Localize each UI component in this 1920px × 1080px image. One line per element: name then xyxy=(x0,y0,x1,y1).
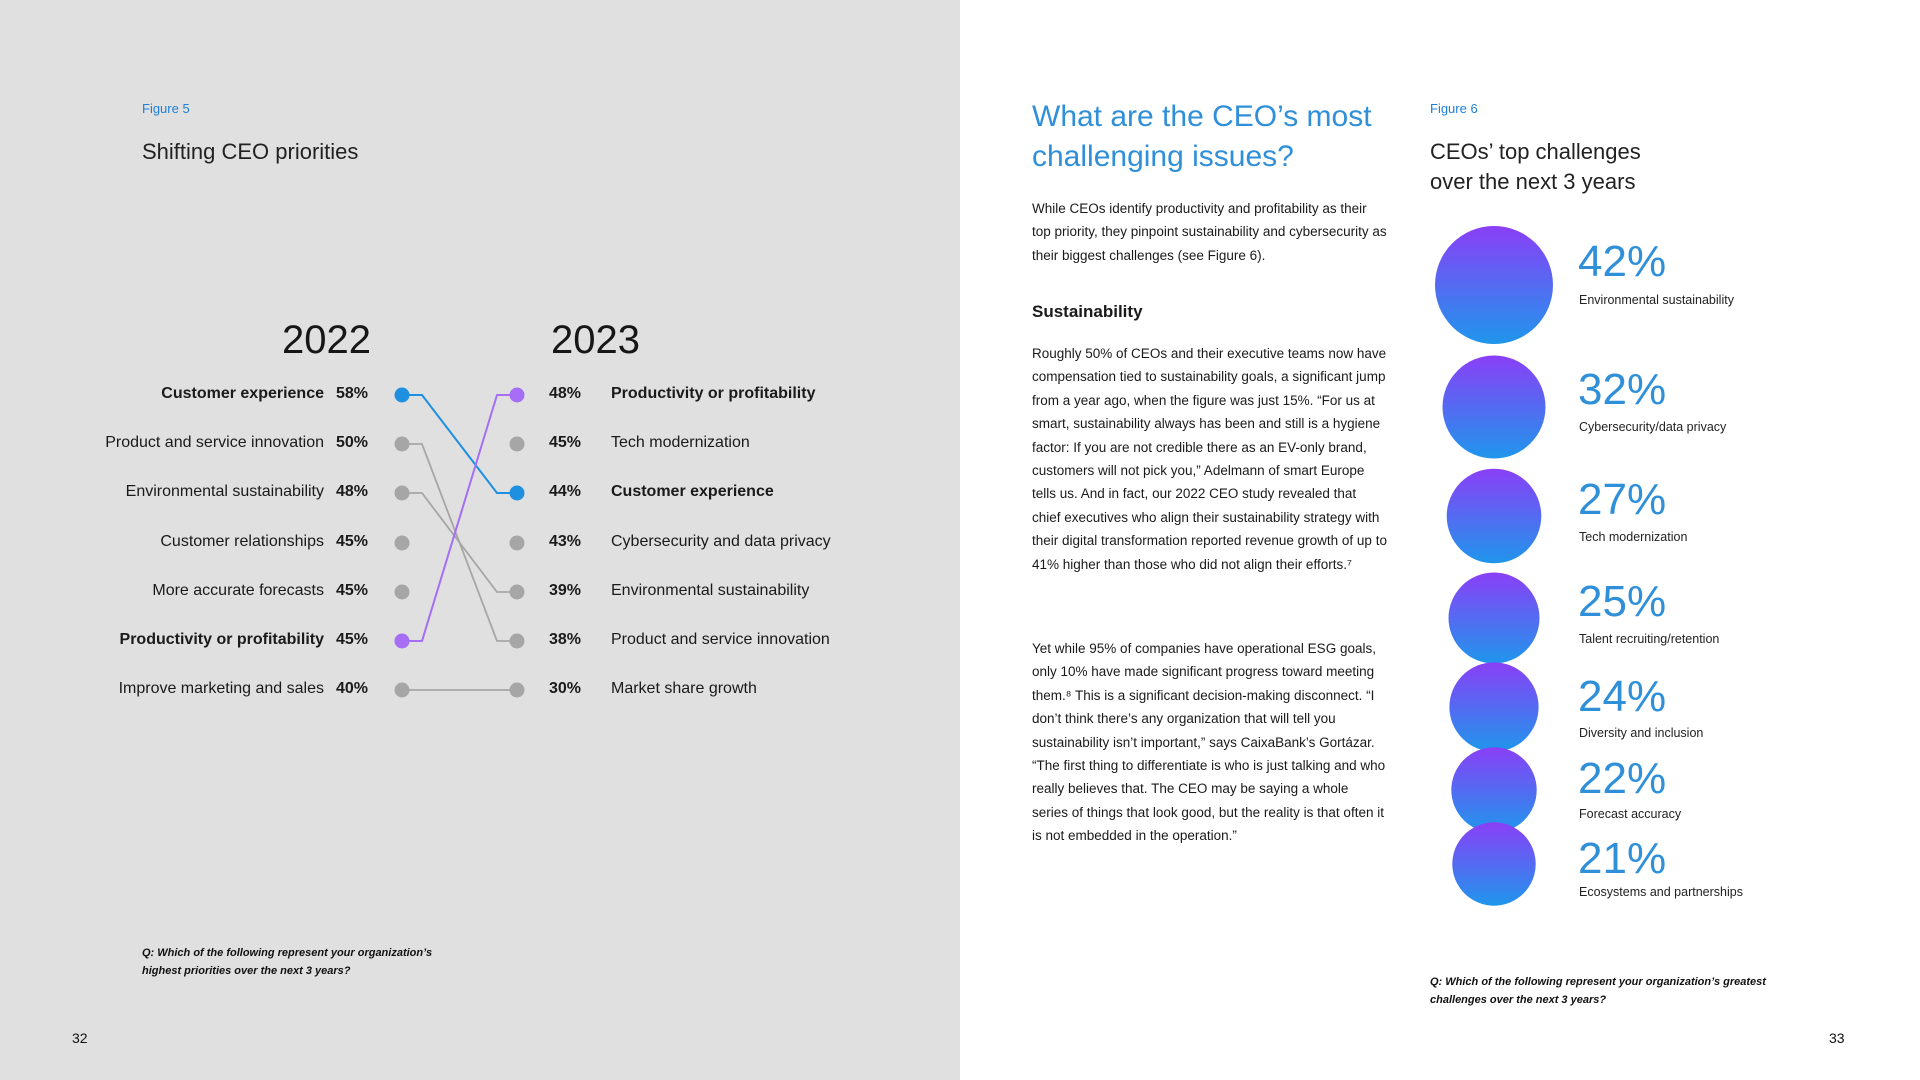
figure-6-label: Figure 6 xyxy=(1430,101,1478,116)
section-heading: What are the CEO’s most challenging issu… xyxy=(1032,100,1372,173)
left-dot-5 xyxy=(394,633,410,649)
figure-6-footnote: Q: Which of the following represent your… xyxy=(1430,976,1766,1006)
right-label-4: Environmental sustainability xyxy=(611,582,810,599)
right-dot-3 xyxy=(509,535,525,551)
challenge-label-5: Forecast accuracy xyxy=(1579,807,1682,821)
right-value-3: 43% xyxy=(549,533,582,550)
left-label-4: More accurate forecasts xyxy=(152,582,324,599)
challenge-value-3: 25% xyxy=(1578,577,1667,626)
left-page: Figure 5 Shifting CEO priorities 2022 20… xyxy=(0,0,960,1080)
right-dot-4 xyxy=(509,584,525,600)
sustainability-paragraph-2: Yet while 95% of companies have operatio… xyxy=(1032,641,1386,844)
right-label-6: Market share growth xyxy=(611,680,757,697)
figure-5-title: Shifting CEO priorities xyxy=(142,139,359,164)
right-label-0: Productivity or profitability xyxy=(611,385,816,402)
right-value-1: 45% xyxy=(549,434,582,451)
left-dot-4 xyxy=(394,584,410,600)
left-dot-2 xyxy=(394,485,410,501)
right-dot-2 xyxy=(509,485,525,501)
page-number-left: 32 xyxy=(72,1030,88,1046)
left-label-1: Product and service innovation xyxy=(105,434,324,451)
slope-left-labels: Customer experience Product and service i… xyxy=(40,0,324,1080)
left-label-5: Productivity or profitability xyxy=(119,631,324,648)
right-value-6: 30% xyxy=(549,680,582,697)
figure-6-title-line-1: CEOs’ top challenges xyxy=(1430,139,1641,164)
challenge-label-6: Ecosystems and partnerships xyxy=(1579,885,1743,899)
right-label-3: Cybersecurity and data privacy xyxy=(611,533,831,550)
challenge-label-1: Cybersecurity/data privacy xyxy=(1579,420,1727,434)
challenge-value-4: 24% xyxy=(1578,672,1667,721)
left-value-2: 48% xyxy=(336,483,369,500)
year-2022: 2022 xyxy=(282,318,371,362)
right-label-5: Product and service innovation xyxy=(611,631,830,648)
left-value-0: 58% xyxy=(336,385,369,402)
right-value-2: 44% xyxy=(549,483,582,500)
left-dot-6 xyxy=(394,682,410,698)
left-value-1: 50% xyxy=(336,434,369,451)
left-label-0: Customer experience xyxy=(161,385,324,402)
right-value-4: 39% xyxy=(549,582,582,599)
right-dot-5 xyxy=(509,633,525,649)
left-label-3: Customer relationships xyxy=(160,533,324,550)
figure-5-label: Figure 5 xyxy=(142,101,190,116)
challenge-value-6: 21% xyxy=(1578,834,1667,883)
right-label-1: Tech modernization xyxy=(611,434,750,451)
figure-6-title-line-2: over the next 3 years xyxy=(1430,169,1636,194)
left-dot-1 xyxy=(394,436,410,452)
left-value-3: 45% xyxy=(336,533,369,550)
year-2023: 2023 xyxy=(551,318,640,362)
challenge-label-0: Environmental sustainability xyxy=(1579,293,1734,307)
challenge-label-3: Talent recruiting/retention xyxy=(1579,632,1720,646)
right-label-2: Customer experience xyxy=(611,483,774,500)
left-dot-3 xyxy=(394,535,410,551)
left-value-5: 45% xyxy=(336,631,369,648)
challenge-value-0: 42% xyxy=(1578,237,1667,286)
challenge-label-2: Tech modernization xyxy=(1579,530,1688,544)
right-dot-1 xyxy=(509,436,525,452)
sustainability-subhead: Sustainability xyxy=(1032,302,1143,321)
sustainability-paragraph-1: Roughly 50% of CEOs and their executive … xyxy=(1032,346,1387,572)
right-dot-0 xyxy=(509,387,525,403)
connector-line-0-2 xyxy=(402,394,517,494)
left-value-6: 40% xyxy=(336,680,369,697)
page-number-right: 33 xyxy=(1829,1030,1845,1046)
connector-line-2-4 xyxy=(402,492,517,593)
right-value-0: 48% xyxy=(549,385,582,402)
left-dot-0 xyxy=(394,387,410,403)
left-label-6: Improve marketing and sales xyxy=(118,680,324,697)
challenge-label-4: Diversity and inclusion xyxy=(1579,726,1704,740)
left-label-2: Environmental sustainability xyxy=(125,483,324,500)
left-value-4: 45% xyxy=(336,582,369,599)
connector-line-5-0 xyxy=(402,394,517,642)
right-value-5: 38% xyxy=(549,631,582,648)
intro-paragraph: While CEOs identify productivity and pro… xyxy=(1032,201,1387,263)
challenge-value-5: 22% xyxy=(1578,754,1667,803)
figure-5-footnote: Q: Which of the following represent your… xyxy=(142,947,433,977)
challenge-value-2: 27% xyxy=(1578,475,1667,524)
right-page xyxy=(960,0,1920,1080)
connector-line-1-5 xyxy=(402,443,517,642)
challenge-value-1: 32% xyxy=(1578,365,1667,414)
right-dot-6 xyxy=(509,682,525,698)
